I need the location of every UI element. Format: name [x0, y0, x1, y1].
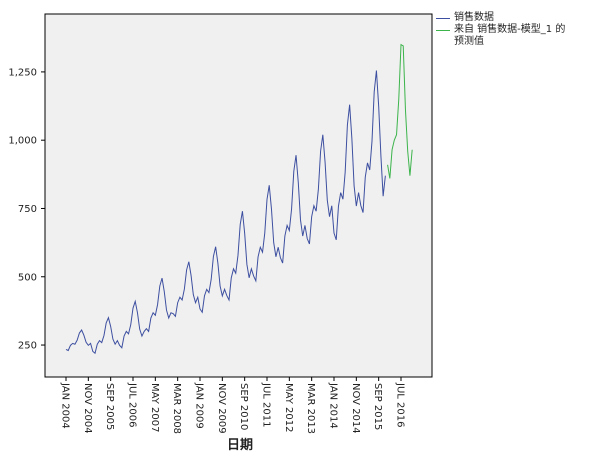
x-tick-label: JUL 2006 [127, 382, 138, 427]
x-tick-label: SEP 2005 [104, 383, 115, 430]
y-tick-label: 500 [18, 272, 37, 283]
x-tick-label: JUL 2016 [395, 382, 406, 427]
x-tick-label: JAN 2014 [328, 382, 339, 429]
x-tick-label: JUL 2011 [261, 382, 272, 427]
x-tick-label: NOV 2014 [350, 383, 361, 434]
legend-item: 来自 销售数据-模型_1 的 预测值 [436, 24, 596, 48]
legend-swatch [436, 18, 450, 19]
x-tick-label: MAY 2012 [283, 383, 294, 432]
y-tick-label: 1,250 [8, 67, 37, 78]
x-tick-label: MAR 2013 [305, 383, 316, 434]
series-line [387, 43, 413, 179]
x-tick-label: NOV 2004 [82, 383, 93, 434]
y-tick-label: 1,000 [8, 136, 37, 147]
series-line [65, 70, 386, 355]
x-tick-label: JAN 2004 [60, 382, 71, 429]
y-tick-label: 750 [18, 204, 37, 215]
legend-item: 销售数据 [436, 12, 596, 24]
legend-swatch [436, 30, 450, 31]
legend-label: 销售数据 [454, 12, 494, 23]
plot-area [44, 13, 433, 378]
x-tick-label: NOV 2009 [216, 383, 227, 434]
x-axis-title: 日期 [227, 438, 253, 453]
y-tick-label: 250 [18, 341, 37, 352]
x-tick-label: SEP 2015 [372, 383, 383, 430]
x-tick-label: SEP 2010 [238, 383, 249, 430]
x-tick-label: MAR 2008 [171, 383, 182, 434]
x-tick-label: MAY 2007 [149, 383, 160, 432]
legend-label: 来自 销售数据-模型_1 的 预测值 [454, 24, 566, 47]
x-tick-label: JAN 2009 [194, 382, 205, 429]
